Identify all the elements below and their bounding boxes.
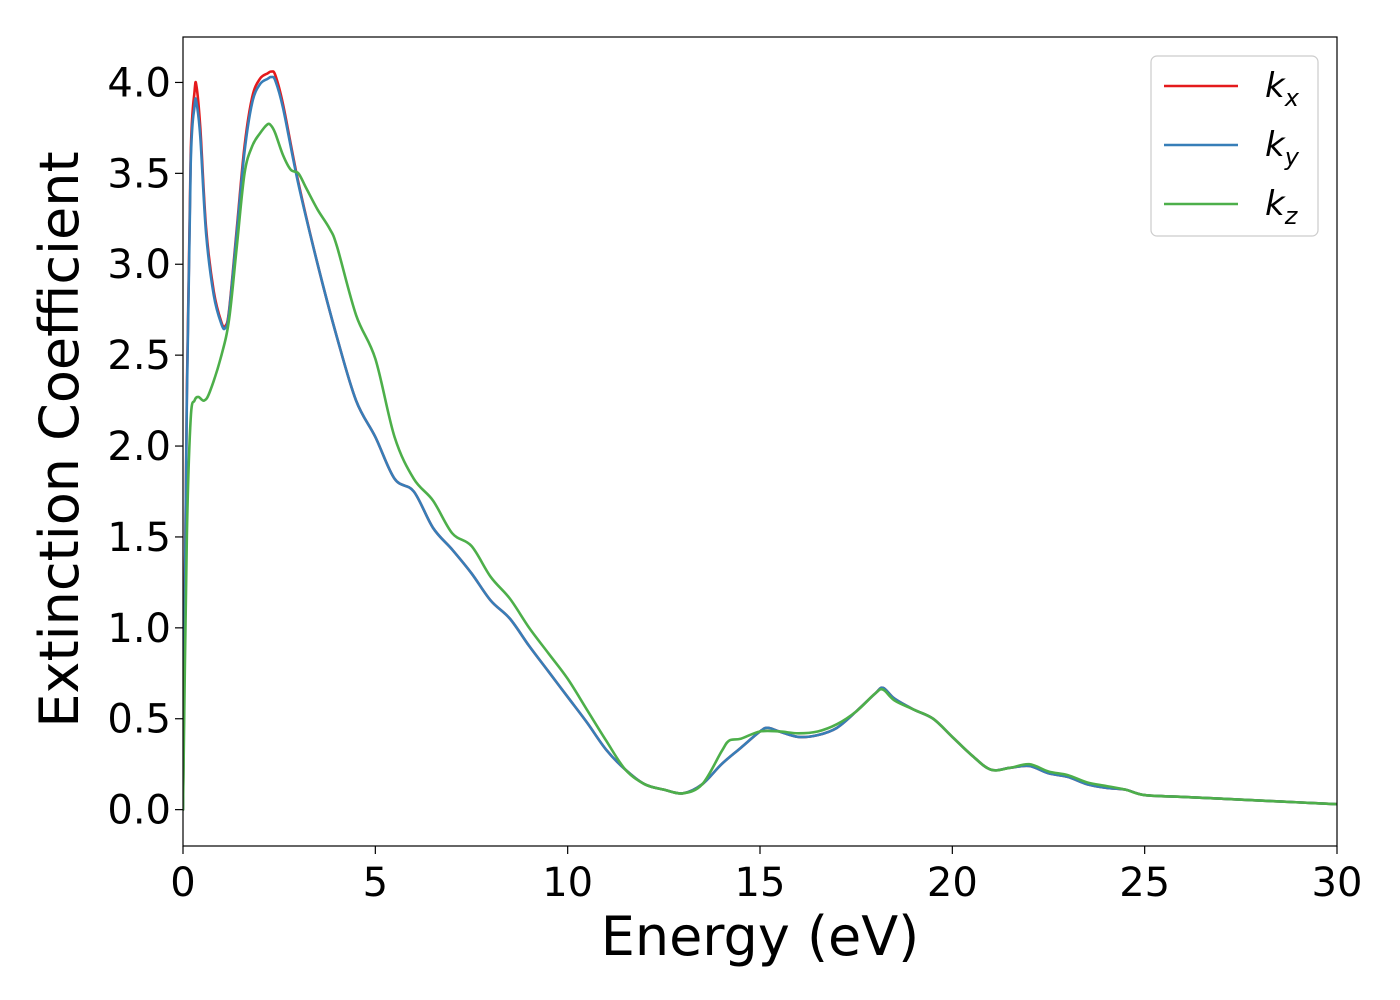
legend-label: kx	[1265, 66, 1300, 112]
series-line-kz	[183, 122, 1337, 811]
y-tick-label: 0.0	[107, 788, 171, 834]
x-tick-label: 25	[1119, 860, 1170, 906]
y-tick-label: 1.0	[107, 606, 171, 652]
x-axis-ticks: 0 5 10 15 20 25 30	[170, 846, 1362, 906]
x-tick-label: 15	[735, 860, 786, 906]
y-tick-label: 4.0	[107, 60, 171, 106]
y-tick-label: 2.5	[107, 333, 171, 379]
x-axis-title: Energy (eV)	[601, 905, 920, 968]
legend-item-kx: kx	[1164, 66, 1300, 112]
y-axis-title: Extinction Coefficient	[28, 151, 91, 727]
x-tick-label: 20	[927, 860, 978, 906]
x-tick-label: 30	[1312, 860, 1363, 906]
x-tick-label: 10	[542, 860, 593, 906]
series-layer	[183, 70, 1337, 811]
y-tick-label: 3.5	[107, 151, 171, 197]
y-axis-ticks: 0.0 0.5 1.0 1.5 2.0 2.5 3.0 3.5 4.0	[107, 60, 183, 834]
x-tick-label: 0	[170, 860, 195, 906]
y-tick-label: 3.0	[107, 242, 171, 288]
x-tick-label: 5	[363, 860, 388, 906]
y-tick-label: 1.5	[107, 515, 171, 561]
y-tick-label: 0.5	[107, 697, 171, 743]
y-tick-label: 2.0	[107, 424, 171, 470]
